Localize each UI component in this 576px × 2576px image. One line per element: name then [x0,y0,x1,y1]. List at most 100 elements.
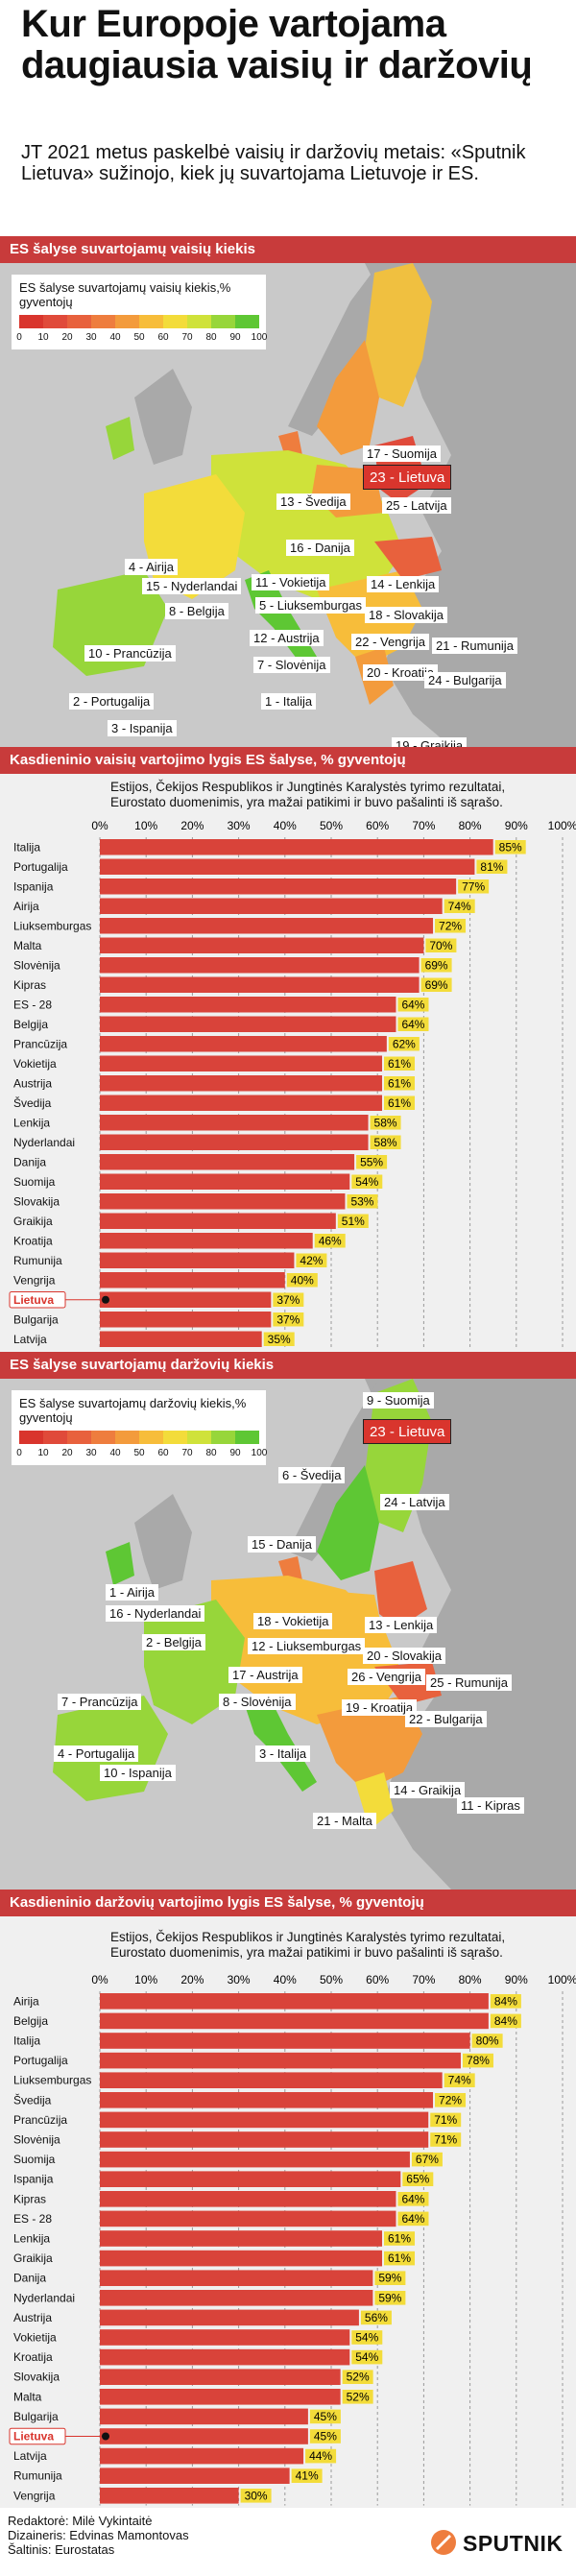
value-label: 52% [347,2371,370,2384]
value-label-bg [273,1312,304,1327]
value-label-bg [425,938,457,952]
bar [100,2447,304,2465]
value-label: 37% [276,1312,300,1326]
legend-tick-label: 20 [61,332,73,343]
value-label: 61% [388,2232,411,2246]
map-country-label: 6 - Švedija [278,1467,346,1483]
map-country-label: 17 - Austrija [228,1667,302,1683]
sputnik-logo-icon [431,2530,456,2555]
map-country-label: 5 - Liuksemburgas [255,597,366,614]
map-baltics [374,1561,427,1628]
category-label: Malta [13,2390,42,2403]
value-label: 84% [494,1994,517,2008]
legend-tick-label: 40 [109,332,121,343]
value-label: 52% [347,2390,370,2403]
bar [100,1291,272,1308]
category-label: Slovėnija [13,958,60,972]
fruit-chart-note: Estijos, Čekijos Respublikos ir Jungtinė… [110,780,506,809]
value-label-bg [286,1273,318,1288]
legend-tick-label: 90 [229,1448,241,1458]
value-label-bg [296,1253,327,1267]
category-label: Italija [13,840,40,854]
value-label: 64% [401,2192,424,2205]
category-label: Slovakija [13,2371,60,2384]
map-country-label: 4 - Airija [125,559,178,575]
bar [100,2408,308,2425]
legend-swatch [211,315,235,328]
bar [100,2052,461,2069]
value-label: 64% [401,998,424,1011]
map-country-label: 4 - Portugalija [54,1745,139,1762]
x-tick-label: 0% [91,819,108,832]
bar [100,2012,489,2030]
bar [100,1134,369,1150]
value-label: 69% [425,978,448,992]
legend-tick-label: 80 [205,1448,217,1458]
map-country-label: 21 - Rumunija [432,638,517,654]
value-label-bg [370,1135,401,1149]
credits: Redaktorė: Milė Vykintaitė Dizaineris: E… [8,2514,189,2557]
value-label-bg [291,2468,323,2483]
value-label-bg [397,1017,429,1031]
legend-swatch [163,1431,187,1444]
map-country-label: 21 - Malta [313,1813,376,1829]
value-label: 58% [374,1136,397,1149]
category-label: Švedija [13,2092,52,2107]
map-country-label: 19 - Graikija [392,737,468,747]
page-title: Kur Europoje vartojama daugiausia vaisių… [21,3,533,86]
value-label-bg [411,2152,443,2167]
bar [100,2072,443,2088]
veg-legend-title: ES šalyse suvartojamų daržovių kiekis,% … [19,1396,247,1425]
category-label: ES - 28 [13,998,52,1011]
veg-legend-scale [19,1431,259,1444]
map-country-label: 20 - Slovakija [363,1648,446,1664]
value-label-bg [384,2231,416,2246]
map-country-label: 22 - Vengrija [351,634,429,650]
bar [100,858,475,875]
map-country-label: 14 - Graikija [390,1782,466,1798]
bar [100,1312,272,1328]
category-label: Kroatija [13,1234,53,1247]
legend-swatch [163,315,187,328]
x-tick-label: 80% [459,1973,482,1986]
credit-source: Šaltinis: Eurostatas [8,2542,115,2557]
category-label: ES - 28 [13,2212,52,2226]
value-label-bg [444,2073,475,2087]
legend-tick-label: 70 [181,1448,193,1458]
map-country-label: 18 - Slovakija [365,607,448,623]
legend-swatch [91,315,115,328]
map-country-label: 16 - Danija [286,540,354,556]
category-label: Kipras [13,978,46,992]
value-label-bg [273,1292,304,1307]
category-label: Nyderlandai [13,2291,75,2304]
bar [100,1075,383,1092]
highlight-dot [102,1295,109,1304]
value-label-bg [435,919,467,933]
value-label: 74% [448,900,471,913]
map-country-label: 1 - Italija [261,693,317,710]
legend-swatch [187,315,211,328]
value-label: 81% [480,860,503,874]
x-tick-label: 60% [366,819,389,832]
map-country-label: 2 - Belgija [142,1634,205,1650]
legend-tick-label: 30 [85,1448,97,1458]
map-country-label: 10 - Prancūzija [84,645,176,662]
x-tick-label: 80% [459,819,482,832]
map-country-label: 2 - Portugalija [69,693,155,710]
value-label: 54% [355,1175,378,1189]
value-label: 54% [355,2350,378,2364]
map-country-label: 24 - Latvija [380,1494,449,1510]
bar [100,2290,373,2306]
bar [100,898,443,914]
map-country-label: 15 - Nyderlandai [142,578,242,594]
value-label: 45% [314,2410,337,2423]
footer: Redaktorė: Milė Vykintaitė Dizaineris: E… [0,2508,576,2576]
map-ireland [106,1542,134,1585]
bar [100,2230,383,2247]
bar [100,2309,359,2326]
veg-legend-ticks: 0 10 20 30 40 50 60 70 80 90 100 [16,1448,269,1461]
legend-tick-label: 10 [37,1448,49,1458]
map-country-label: 23 - Lietuva [363,1419,452,1444]
value-label: 42% [300,1254,323,1267]
value-label-bg [384,1076,416,1091]
